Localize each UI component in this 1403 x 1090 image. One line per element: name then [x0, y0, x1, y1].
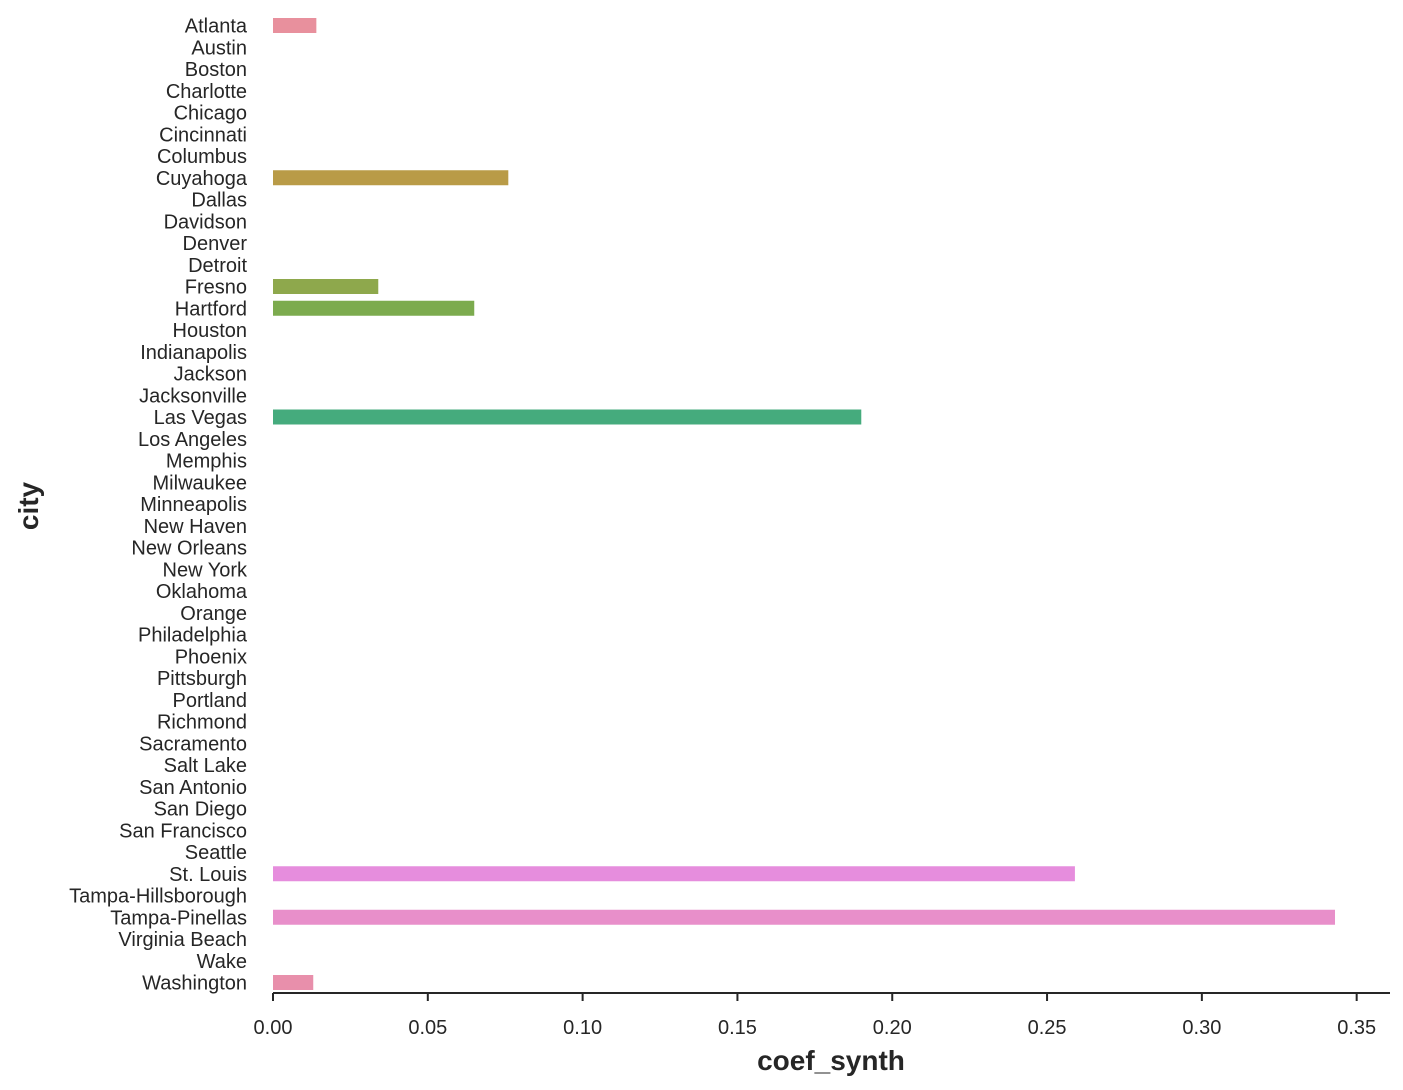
y-tick-label: Cincinnati [159, 124, 247, 146]
y-tick-label: Virginia Beach [118, 929, 247, 951]
y-tick-label: Davidson [164, 211, 247, 233]
x-tick-label: 0.10 [563, 1017, 602, 1039]
y-tick-label: Denver [183, 233, 248, 255]
y-tick-label: Salt Lake [164, 755, 247, 777]
y-tick-label: Pittsburgh [157, 668, 247, 690]
y-tick-label: Detroit [188, 255, 247, 277]
bar-atlanta [273, 18, 317, 33]
y-tick-label: Milwaukee [153, 472, 247, 494]
y-tick-label: Richmond [157, 712, 247, 734]
y-tick-label: Wake [197, 951, 247, 973]
y-tick-label: Fresno [185, 277, 247, 299]
x-tick-label: 0.05 [408, 1017, 447, 1039]
y-tick-label: Charlotte [166, 81, 247, 103]
y-tick-label: New Orleans [131, 538, 247, 560]
x-axis-title: coef_synth [757, 1045, 905, 1076]
y-tick-label: Washington [142, 973, 247, 995]
y-tick-label: Sacramento [139, 733, 247, 755]
x-tick-label: 0.25 [1028, 1017, 1067, 1039]
y-tick-label: Austin [191, 37, 247, 59]
bar-fresno [273, 279, 379, 294]
y-tick-label: San Diego [154, 799, 247, 821]
bar-st-louis [273, 866, 1075, 882]
y-tick-label: St. Louis [169, 864, 247, 886]
y-tick-label: Memphis [166, 451, 247, 473]
y-tick-labels: AtlantaAustinBostonCharlotteChicagoCinci… [69, 16, 248, 995]
y-axis-title: city [13, 481, 44, 530]
y-tick-label: Boston [185, 59, 247, 81]
y-tick-label: Los Angeles [138, 429, 247, 451]
y-tick-label: Columbus [157, 146, 247, 168]
y-tick-label: San Francisco [119, 820, 247, 842]
x-tick-label: 0.00 [254, 1017, 293, 1039]
y-tick-label: Orange [180, 603, 247, 625]
y-tick-label: Phoenix [175, 646, 247, 668]
y-tick-label: Jacksonville [139, 385, 247, 407]
y-tick-label: Houston [173, 320, 248, 342]
bar-washington [273, 975, 314, 990]
y-tick-label: Seattle [185, 842, 247, 864]
bars-group [273, 18, 1335, 990]
y-tick-label: Minneapolis [140, 494, 247, 516]
y-tick-label: New Haven [144, 516, 247, 538]
bar-hartford [273, 300, 475, 316]
y-tick-label: San Antonio [139, 777, 247, 799]
bar-cuyahoga [273, 170, 509, 186]
y-tick-label: New York [163, 559, 248, 581]
x-tick-label: 0.35 [1337, 1017, 1376, 1039]
y-tick-label: Las Vegas [154, 407, 247, 429]
y-tick-label: Jackson [174, 364, 247, 386]
y-tick-label: Atlanta [185, 16, 248, 38]
y-tick-label: Chicago [174, 103, 247, 125]
x-tick-label: 0.15 [718, 1017, 757, 1039]
y-tick-label: Hartford [175, 298, 247, 320]
y-tick-label: Portland [173, 690, 248, 712]
y-tick-label: Tampa-Hillsborough [69, 886, 247, 908]
y-tick-label: Indianapolis [140, 342, 247, 364]
y-tick-label: Philadelphia [138, 625, 248, 647]
bar-tampa-pinellas [273, 909, 1335, 925]
y-tick-label: Cuyahoga [156, 168, 248, 190]
y-tick-label: Tampa-Pinellas [110, 907, 247, 929]
y-tick-label: Oklahoma [156, 581, 248, 603]
y-tick-label: Dallas [191, 190, 247, 212]
x-tick-label: 0.20 [873, 1017, 912, 1039]
x-ticks: 0.00 0.05 0.10 0.15 0.20 0.25 0.30 0.35 [254, 993, 1376, 1039]
x-tick-label: 0.30 [1182, 1017, 1221, 1039]
bar-las-vegas [273, 409, 862, 425]
